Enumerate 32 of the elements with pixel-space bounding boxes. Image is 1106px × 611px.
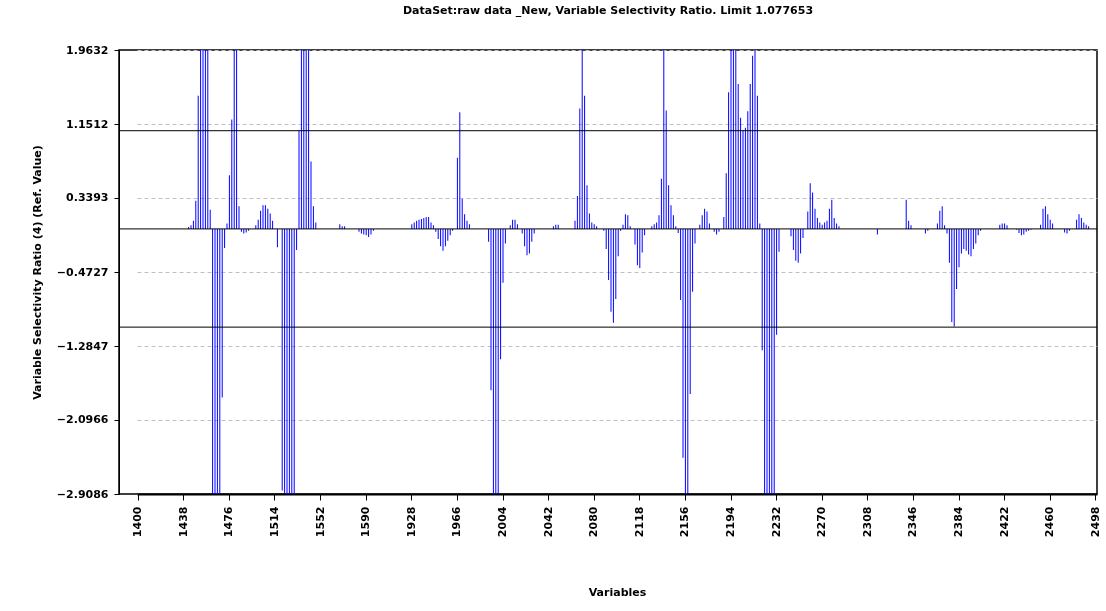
x-tick-label: 1476 bbox=[222, 506, 236, 538]
x-tick-label: 2118 bbox=[632, 506, 646, 538]
x-tick-label: 1552 bbox=[313, 506, 327, 538]
x-axis-title: Variables bbox=[588, 586, 647, 600]
x-tick-label: 2460 bbox=[1043, 506, 1057, 538]
x-tick-label: 2004 bbox=[496, 506, 509, 538]
y-tick-label: −1.2847 bbox=[56, 339, 109, 353]
x-tick-label: 2156 bbox=[678, 506, 692, 538]
x-tick-label: 2308 bbox=[860, 506, 874, 538]
x-tick-label: 1966 bbox=[450, 506, 464, 538]
x-tick-label: 2232 bbox=[769, 506, 783, 538]
x-tick-label: 1438 bbox=[176, 506, 190, 538]
y-tick-label: −0.4727 bbox=[56, 265, 109, 279]
x-tick-label: 1514 bbox=[268, 506, 281, 538]
x-tick-label: 2270 bbox=[815, 506, 829, 538]
x-tick-label: 2042 bbox=[541, 506, 555, 538]
x-tick-label: 2498 bbox=[1088, 506, 1102, 538]
x-tick-label: 2080 bbox=[587, 506, 601, 538]
y-axis-title: Variable Selectivity Ratio (4) (Ref. Value) bbox=[30, 145, 44, 400]
x-tick-label: 2194 bbox=[724, 506, 737, 538]
x-tick-label: 1400 bbox=[131, 506, 145, 538]
x-tick-label: 1928 bbox=[404, 506, 418, 538]
y-tick-label: −2.0966 bbox=[56, 413, 109, 427]
y-tick-label: 1.9632 bbox=[66, 43, 109, 57]
y-tick-label: 0.3393 bbox=[66, 191, 109, 205]
x-tick-label: 2384 bbox=[952, 506, 965, 538]
x-tick-label: 2422 bbox=[997, 506, 1011, 538]
x-tick-label: 1590 bbox=[359, 506, 373, 538]
y-tick-label: 1.1512 bbox=[66, 117, 109, 131]
y-tick-label: −2.9086 bbox=[56, 487, 109, 501]
x-tick-label: 2346 bbox=[906, 506, 920, 538]
chart-title: DataSet:raw data _New, Variable Selectivity Ratio. Limit 1.077653 bbox=[402, 4, 814, 17]
